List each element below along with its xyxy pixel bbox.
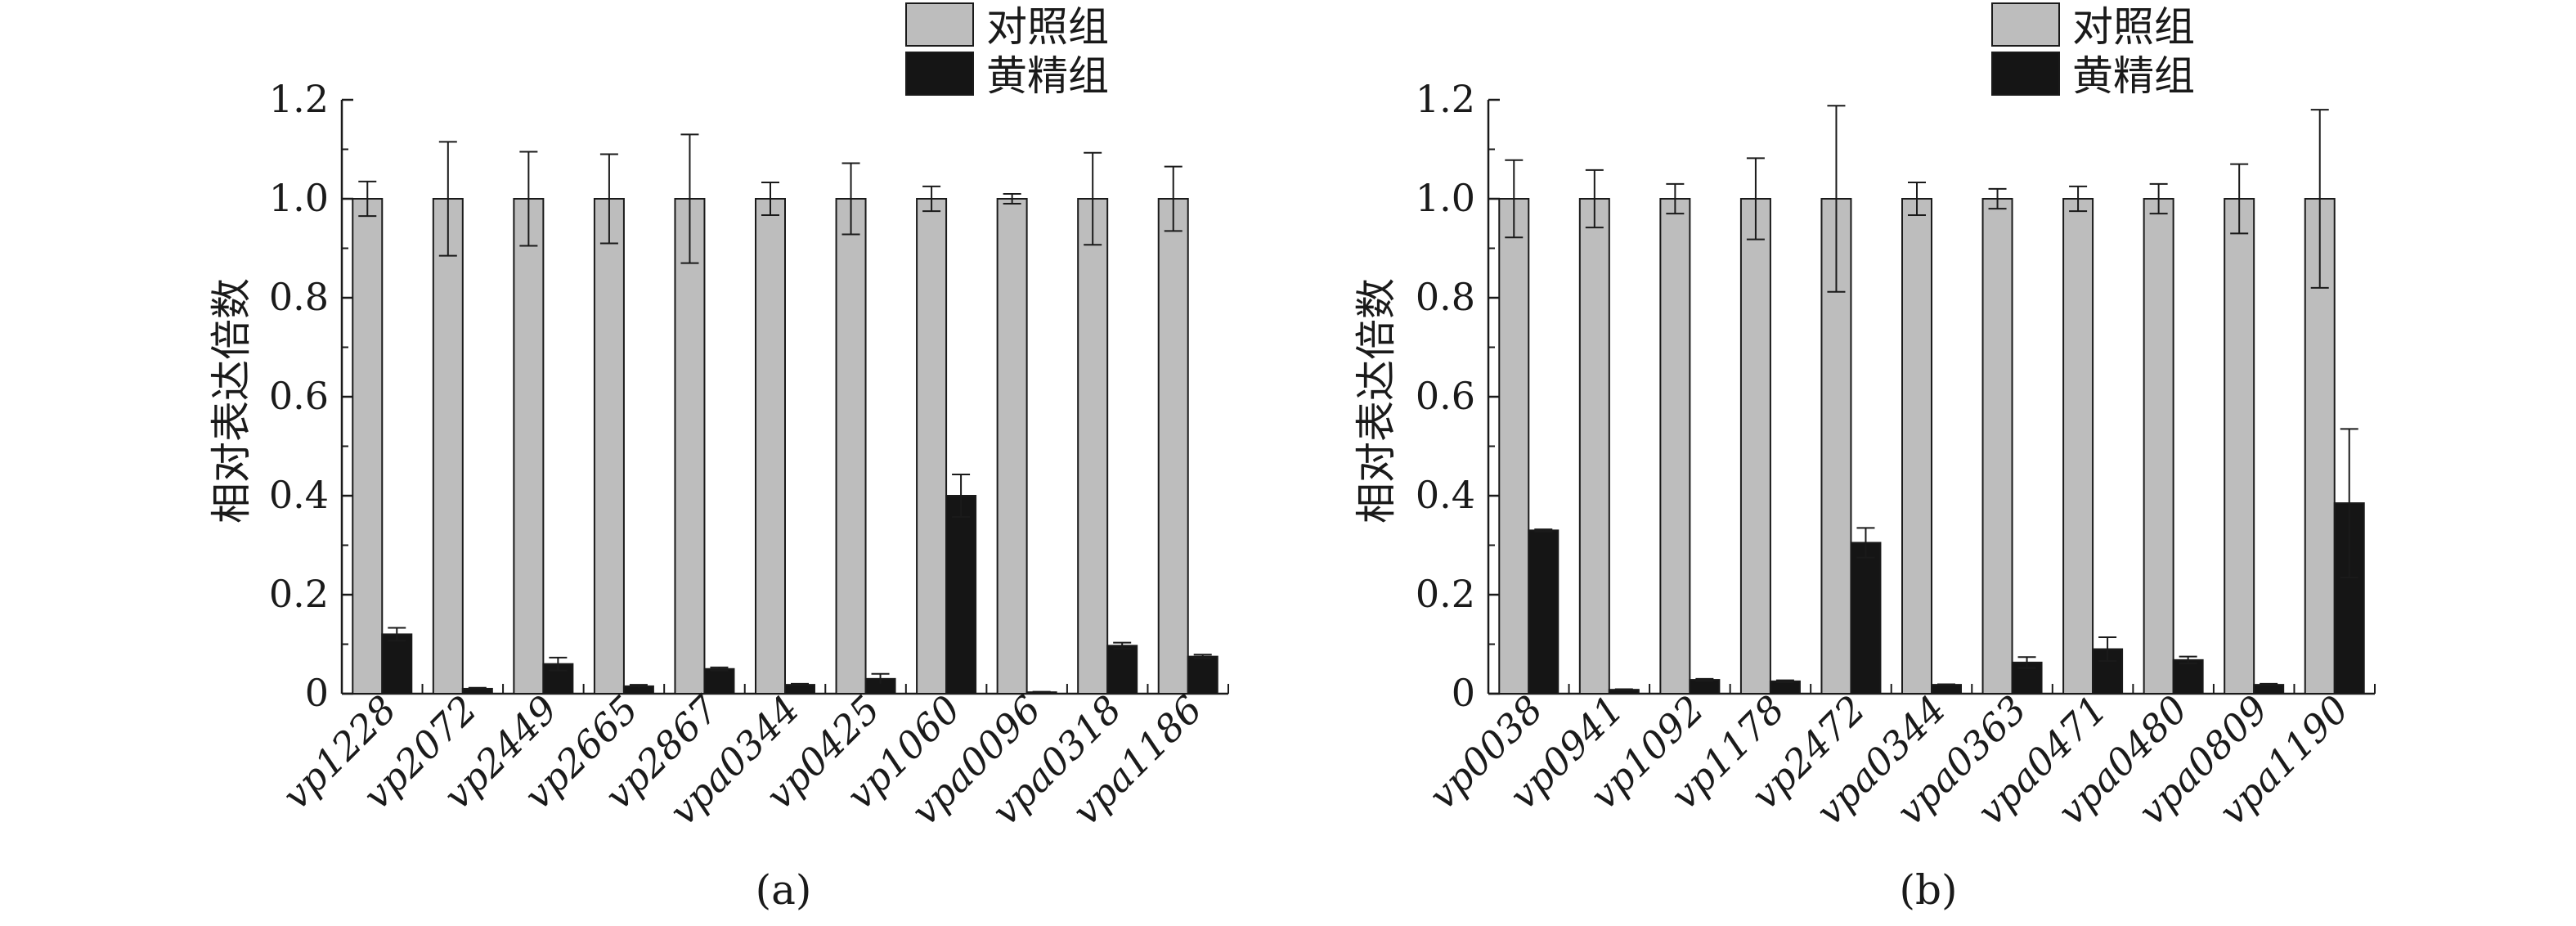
y-tick-label: 0.2 xyxy=(1416,572,1475,616)
bar-control xyxy=(2143,198,2174,694)
bar-control xyxy=(352,198,384,694)
bar-flavonoid xyxy=(1769,680,1801,694)
bar-control xyxy=(674,198,706,694)
legend-swatch-flavonoid xyxy=(1991,52,2060,96)
bar-control xyxy=(593,198,625,694)
bar-flavonoid xyxy=(2172,659,2204,694)
bar-flavonoid xyxy=(1608,689,1640,694)
panel-caption-a: (a) xyxy=(756,866,812,914)
bar-flavonoid xyxy=(945,495,977,694)
bar-control xyxy=(996,198,1028,694)
bar-flavonoid xyxy=(381,633,413,695)
bar-control xyxy=(1981,198,2013,694)
legend-label-control: 对照组 xyxy=(986,3,1109,51)
bar-control xyxy=(755,198,786,694)
bar-flavonoid xyxy=(1528,529,1560,694)
bar-control xyxy=(1739,198,1771,694)
bar-control xyxy=(1659,198,1691,694)
panel-caption-b: (b) xyxy=(1899,866,1957,914)
y-tick-label: 0.4 xyxy=(269,473,329,517)
y-tick-label: 0.8 xyxy=(269,275,329,319)
y-axis-label-a: 相对表达倍数 xyxy=(208,278,255,524)
bar-control xyxy=(1077,198,1109,694)
bar-flavonoid xyxy=(784,684,815,694)
bar-control xyxy=(1901,198,1932,694)
y-tick-label: 1.2 xyxy=(269,77,329,121)
y-tick-label: 0 xyxy=(1452,671,1475,715)
bar-control xyxy=(1578,198,1610,694)
chart-panel-a: 对照组 黄精组 相对表达倍数 (a) 00.20.40.60.81.01.2vp… xyxy=(208,2,1229,914)
y-tick-label: 0.4 xyxy=(1416,473,1475,517)
bar-control xyxy=(2224,198,2255,694)
bar-control xyxy=(513,198,545,694)
y-tick-label: 0.6 xyxy=(1416,374,1475,418)
legend-swatch-control xyxy=(1991,2,2060,47)
bar-control xyxy=(1157,198,1189,694)
y-tick-label: 0.8 xyxy=(1416,275,1475,319)
y-tick-label: 1.0 xyxy=(1416,176,1475,220)
bar-flavonoid xyxy=(1689,679,1721,694)
y-tick-label: 0.6 xyxy=(269,374,329,418)
y-axis-label-b: 相对表达倍数 xyxy=(1353,278,1400,524)
bar-flavonoid xyxy=(1850,542,1882,694)
y-tick-label: 1.2 xyxy=(1416,77,1475,121)
y-tick-label: 1.0 xyxy=(269,176,329,220)
legend-label-flavonoid: 黄精组 xyxy=(986,52,1109,100)
legend-swatch-flavonoid xyxy=(905,52,974,96)
bar-control xyxy=(835,198,867,694)
legend-label-control: 对照组 xyxy=(2072,3,2195,51)
y-tick-label: 0.2 xyxy=(269,572,329,616)
bar-control xyxy=(1498,198,1530,694)
bar-flavonoid xyxy=(2253,684,2285,694)
bar-control xyxy=(432,198,464,694)
y-tick-label: 0 xyxy=(305,671,329,715)
legend-label-flavonoid: 黄精组 xyxy=(2072,52,2195,100)
legend-swatch-control xyxy=(905,2,974,47)
legend-b: 对照组 黄精组 xyxy=(1991,2,2195,100)
bar-control xyxy=(2062,198,2094,694)
bar-flavonoid xyxy=(1187,655,1218,694)
bar-flavonoid xyxy=(1931,684,1962,694)
legend-a: 对照组 黄精组 xyxy=(905,2,1109,100)
bar-control xyxy=(916,198,948,694)
chart-panel-b: 对照组 黄精组 相对表达倍数 (b) 00.20.40.60.81.01.2vp… xyxy=(1353,2,2376,914)
bar-flavonoid xyxy=(703,668,735,694)
bar-flavonoid xyxy=(1106,645,1138,695)
